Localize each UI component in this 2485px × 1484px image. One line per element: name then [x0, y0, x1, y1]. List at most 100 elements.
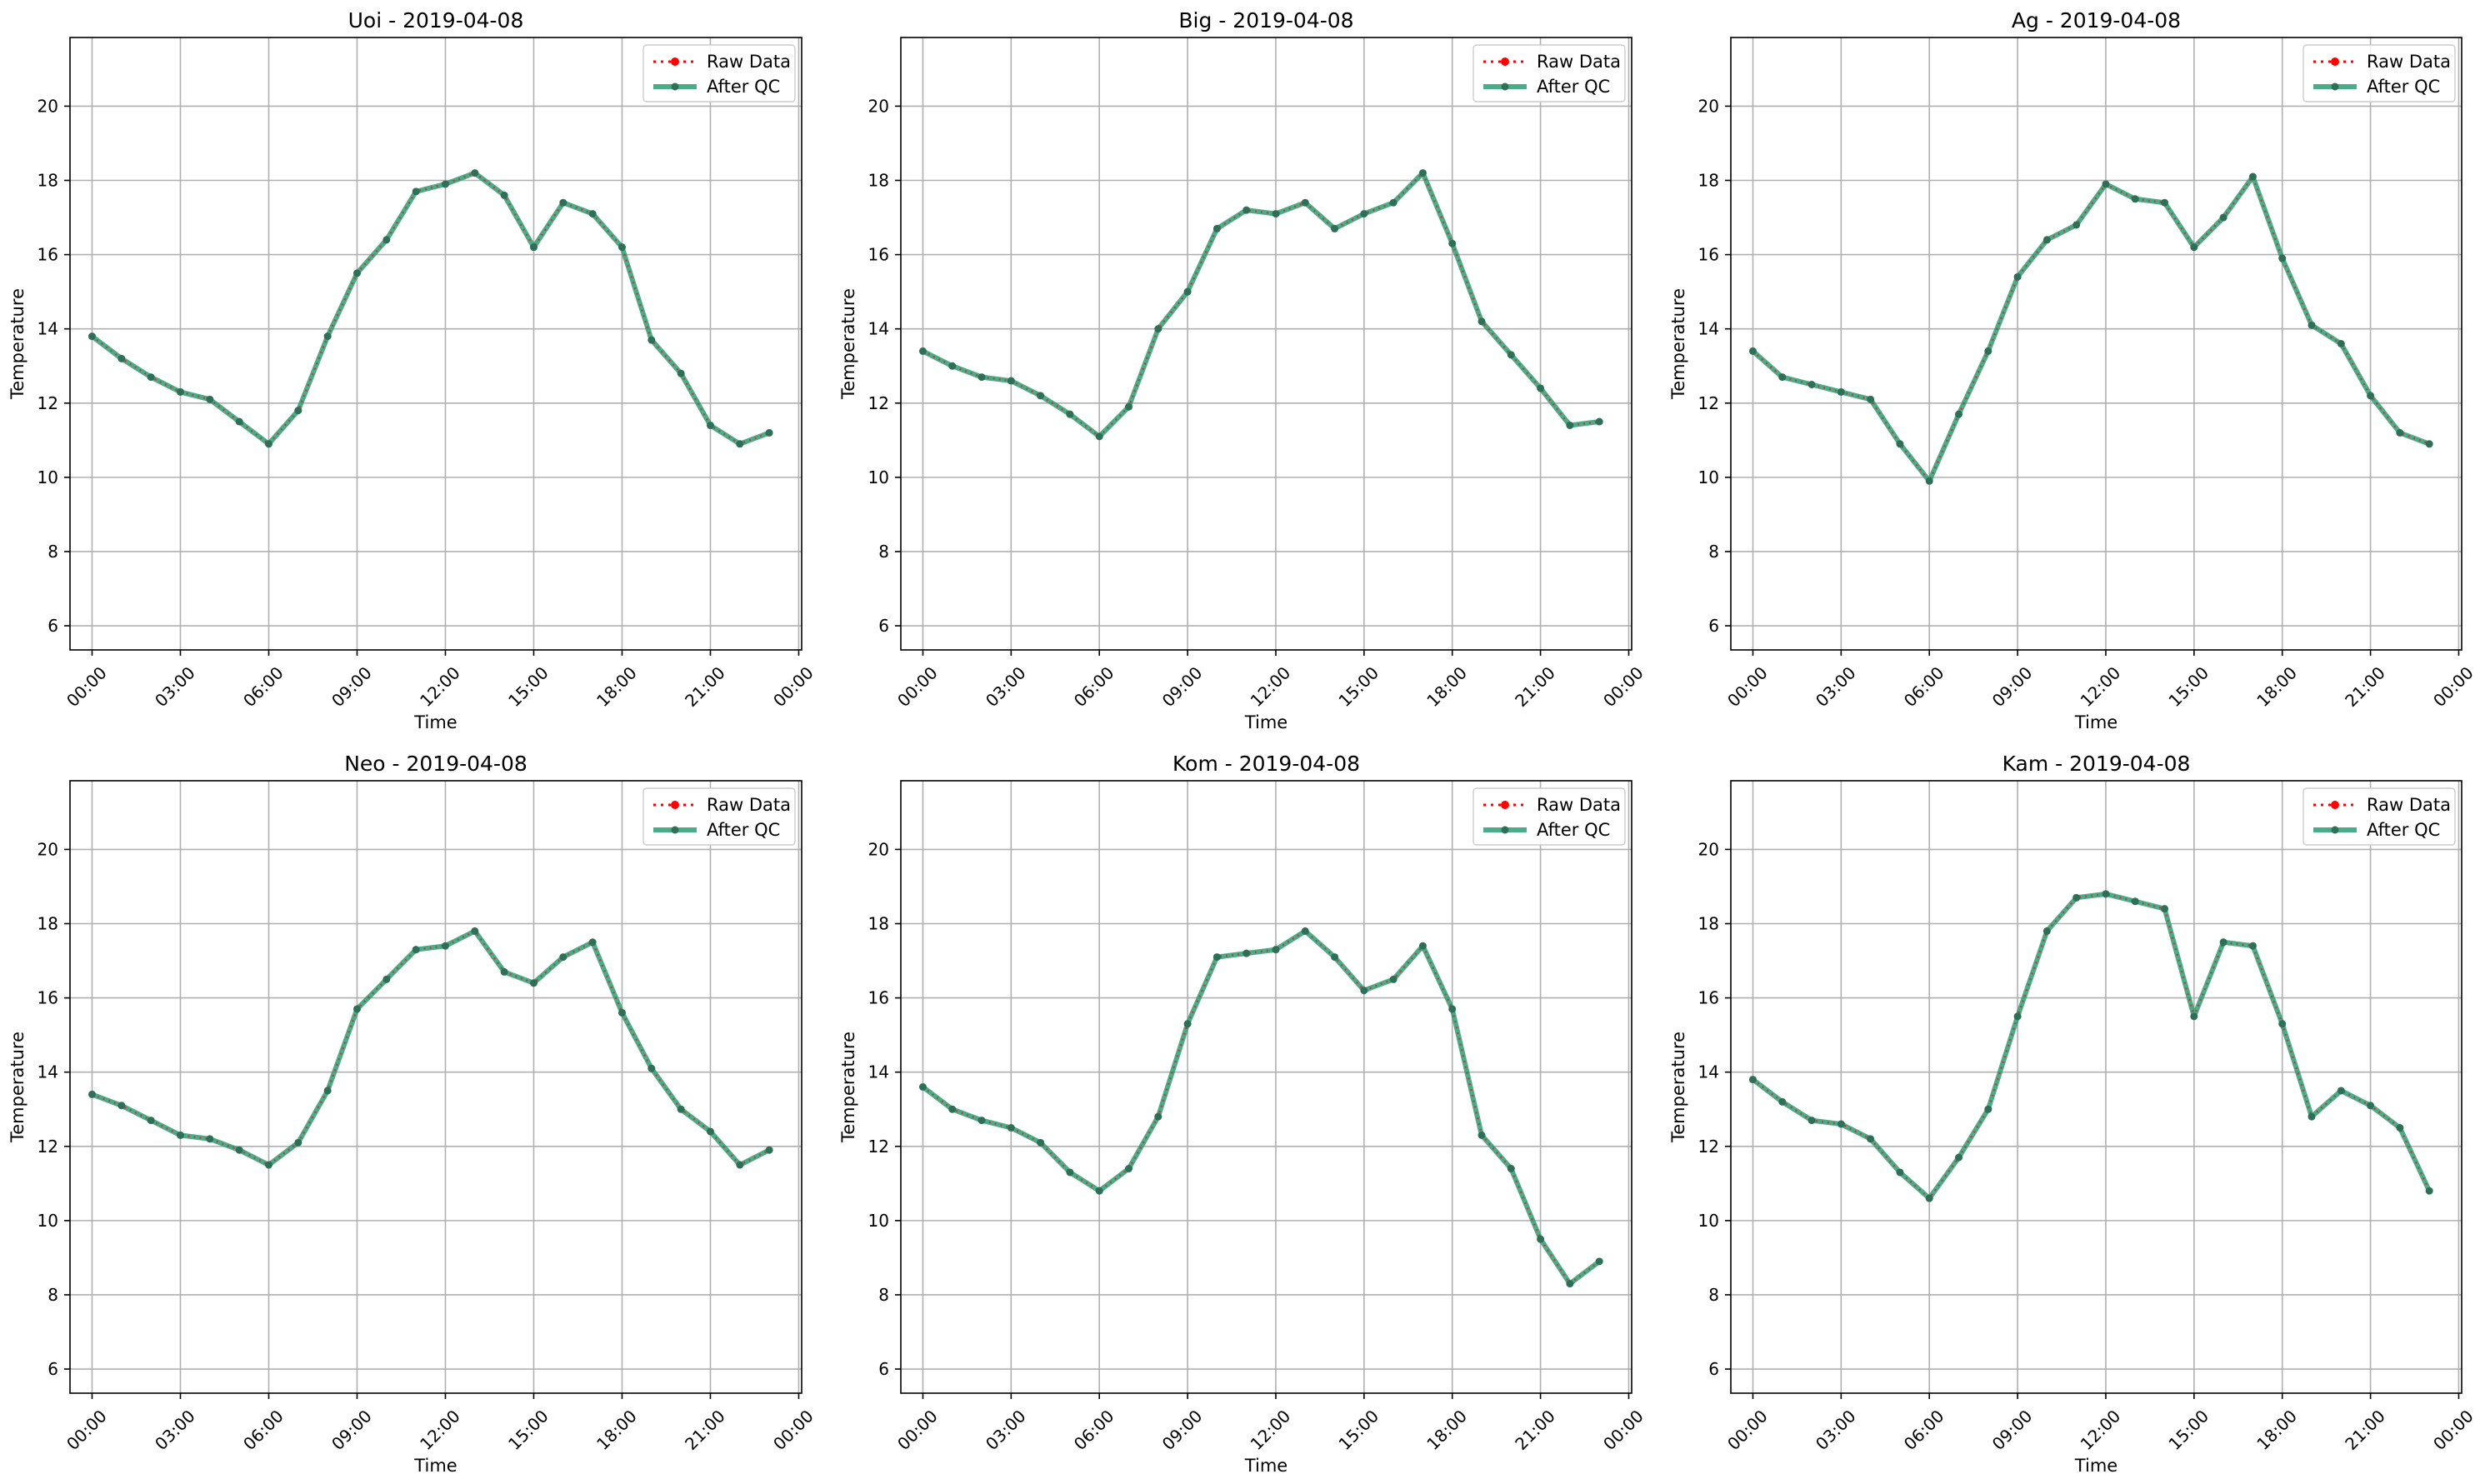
data-point — [441, 942, 449, 950]
data-point — [412, 187, 420, 196]
x-tick-label: 12:00 — [2077, 662, 2125, 711]
data-point — [1301, 198, 1309, 207]
y-tick-label: 12 — [1698, 1137, 1719, 1157]
series-line-raw-data — [91, 172, 770, 446]
data-point — [1837, 387, 1845, 396]
legend-label-after-qc: After QC — [707, 820, 780, 840]
data-point — [1360, 210, 1368, 218]
data-point — [1360, 987, 1368, 995]
data-point — [1984, 347, 1992, 355]
x-tick-label: 06:00 — [239, 1406, 288, 1454]
y-tick-label: 20 — [1698, 96, 1719, 116]
chart-title: Kam - 2019-04-08 — [2002, 752, 2191, 776]
y-tick-label: 18 — [868, 171, 889, 191]
data-point — [2013, 1012, 2022, 1021]
y-tick-label: 14 — [38, 1062, 58, 1082]
legend-label-after-qc: After QC — [2367, 77, 2440, 97]
x-tick-label: 06:00 — [1070, 662, 1118, 711]
y-tick-label: 6 — [1708, 616, 1719, 636]
subplot-2: 00:00 03:00 06:00 09:00 12:00 15:00 18:00 21:00… — [1668, 8, 2478, 732]
data-point — [264, 1161, 272, 1169]
x-tick-label: 09:00 — [328, 662, 376, 711]
y-tick-label: 6 — [878, 616, 889, 636]
legend-marker-after-qc — [1501, 826, 1509, 834]
data-point — [264, 440, 272, 448]
data-point — [2131, 897, 2139, 906]
y-tick-label: 16 — [868, 245, 889, 265]
data-point — [2042, 927, 2051, 935]
data-point — [352, 1005, 361, 1013]
y-tick-label: 6 — [48, 1359, 58, 1379]
x-tick-label: 15:00 — [1334, 662, 1382, 711]
data-point — [1955, 1153, 1963, 1162]
x-tick-label: 03:00 — [151, 1406, 199, 1454]
data-point — [559, 198, 568, 207]
data-point — [2072, 893, 2081, 902]
data-point — [978, 1117, 986, 1125]
data-point — [147, 373, 155, 382]
data-point — [559, 953, 568, 962]
x-tick-label: 00:00 — [62, 1406, 111, 1454]
data-point — [677, 369, 685, 377]
data-point — [441, 180, 449, 188]
subplot-5: 00:00 03:00 06:00 09:00 12:00 15:00 18:00 21:00… — [1668, 752, 2478, 1476]
x-tick-label: 03:00 — [1812, 1406, 1860, 1454]
data-point — [1595, 417, 1603, 426]
data-point — [978, 373, 986, 382]
data-point — [1037, 392, 1045, 400]
data-point — [1537, 384, 1545, 392]
x-tick-label: 21:00 — [2341, 662, 2389, 711]
data-point — [2248, 172, 2257, 181]
data-point — [1007, 377, 1015, 385]
series-line-raw-data — [922, 171, 1600, 438]
y-tick-label: 8 — [48, 1285, 58, 1305]
data-point — [1448, 1005, 1457, 1013]
x-tick-label: 12:00 — [2077, 1406, 2125, 1454]
legend-marker-after-qc — [1501, 82, 1509, 91]
y-tick-label: 18 — [868, 914, 889, 934]
data-point — [918, 1083, 927, 1091]
subplot-1: 00:00 03:00 06:00 09:00 12:00 15:00 18:00 21:00… — [838, 8, 1648, 732]
chart-title: Kom - 2019-04-08 — [1172, 752, 1360, 776]
data-point — [2072, 221, 2081, 229]
data-point — [1867, 395, 1875, 403]
data-point — [618, 1008, 626, 1017]
data-point — [529, 979, 538, 987]
data-point — [2337, 340, 2345, 347]
legend: Raw Data After QC — [2302, 44, 2456, 102]
legend-marker-after-qc — [2331, 82, 2339, 91]
data-point — [2102, 180, 2110, 188]
data-point — [323, 1087, 332, 1095]
y-axis-label: Temperature — [1668, 1032, 1688, 1143]
data-point — [1896, 440, 1904, 448]
data-point — [1507, 351, 1515, 359]
y-tick-label: 12 — [38, 393, 58, 413]
data-point — [1955, 410, 1963, 418]
y-tick-label: 20 — [868, 839, 889, 859]
chart-title: Uoi - 2019-04-08 — [348, 8, 524, 32]
data-point — [1066, 410, 1074, 418]
x-tick-label: 15:00 — [504, 662, 552, 711]
data-point — [1095, 1187, 1103, 1195]
x-tick-label: 00:00 — [769, 1406, 818, 1454]
data-point — [1778, 1097, 1787, 1106]
data-point — [918, 347, 927, 355]
x-tick-label: 09:00 — [1158, 1406, 1207, 1454]
data-point — [1595, 1257, 1603, 1266]
x-tick-label: 18:00 — [592, 662, 641, 711]
data-point — [2190, 243, 2198, 252]
legend: Raw Data After QC — [642, 44, 796, 102]
data-point — [1272, 946, 1280, 954]
data-point — [1272, 210, 1280, 218]
data-point — [118, 1102, 126, 1110]
data-point — [88, 332, 96, 341]
y-tick-label: 16 — [868, 988, 889, 1008]
data-point — [765, 428, 773, 437]
y-tick-label: 8 — [878, 1285, 889, 1305]
data-point — [1242, 206, 1251, 214]
data-point — [1478, 317, 1486, 326]
y-tick-label: 16 — [38, 988, 58, 1008]
y-tick-label: 16 — [1698, 245, 1719, 265]
x-tick-label: 00:00 — [1723, 1406, 1772, 1454]
y-tick-label: 14 — [868, 319, 889, 339]
